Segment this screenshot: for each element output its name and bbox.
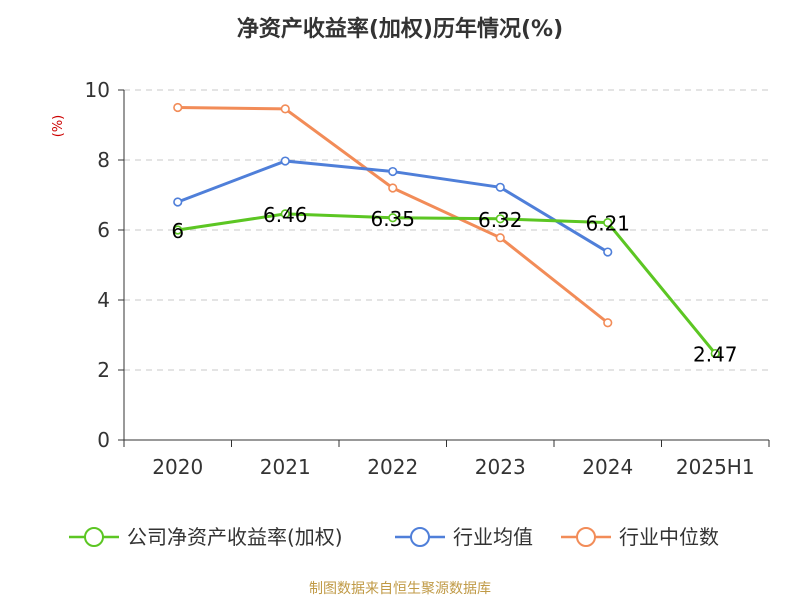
data-label: 6.32	[478, 208, 523, 232]
data-point	[173, 102, 183, 113]
y-tick-label: 2	[97, 358, 110, 382]
data-point	[280, 156, 290, 166]
y-axis-unit-label: (%)	[51, 115, 66, 138]
data-point	[173, 197, 183, 207]
legend-label: 行业均值	[453, 525, 533, 549]
data-label: 6.21	[585, 212, 630, 236]
data-point	[495, 214, 505, 224]
x-tick-label: 2024	[582, 455, 633, 479]
y-tick-label: 6	[97, 218, 110, 242]
data-point	[388, 166, 398, 177]
data-labels: 6 6.46 6.35 6.32 6.21 2.47	[171, 203, 737, 367]
chart-title: 净资产收益率(加权)历年情况(%)	[237, 16, 563, 42]
axes: 0 2 4 6 8 10 2020 2021 2022 2023 2024 2025H1	[85, 78, 770, 479]
data-label: 6	[171, 219, 184, 243]
y-tick-label: 4	[97, 288, 110, 312]
data-point	[603, 318, 613, 328]
data-label: 2.47	[693, 343, 738, 367]
data-point	[280, 209, 290, 219]
data-point	[495, 182, 505, 192]
data-point	[603, 247, 613, 257]
series-lines	[173, 102, 720, 359]
series-line	[176, 212, 717, 356]
x-tick-label: 2022	[367, 455, 418, 479]
data-point	[603, 218, 613, 228]
data-point	[495, 233, 505, 243]
x-tick-label: 2023	[475, 455, 526, 479]
grid-lines	[124, 89, 769, 371]
x-tick-label: 2025H1	[676, 455, 755, 479]
legend-marker	[576, 527, 596, 547]
y-tick-label: 0	[97, 428, 110, 452]
data-point	[388, 183, 398, 193]
data-label: 6.46	[263, 203, 308, 227]
y-tick-label: 8	[97, 148, 110, 172]
legend-marker	[410, 527, 430, 547]
data-point	[173, 225, 183, 235]
x-tick-label: 2020	[152, 455, 203, 479]
source-note: 制图数据来自恒生聚源数据库	[309, 581, 491, 597]
x-tick-label: 2021	[260, 455, 311, 479]
legend-label: 公司净资产收益率(加权)	[127, 525, 343, 549]
data-point	[388, 213, 398, 223]
data-label: 6.35	[370, 207, 415, 231]
legend-marker	[84, 527, 104, 547]
data-point	[280, 104, 290, 114]
legend: 公司净资产收益率(加权) 行业均值 行业中位数	[69, 525, 719, 549]
legend-label: 行业中位数	[619, 525, 719, 549]
data-point	[710, 348, 720, 359]
y-tick-label: 10	[85, 78, 110, 102]
